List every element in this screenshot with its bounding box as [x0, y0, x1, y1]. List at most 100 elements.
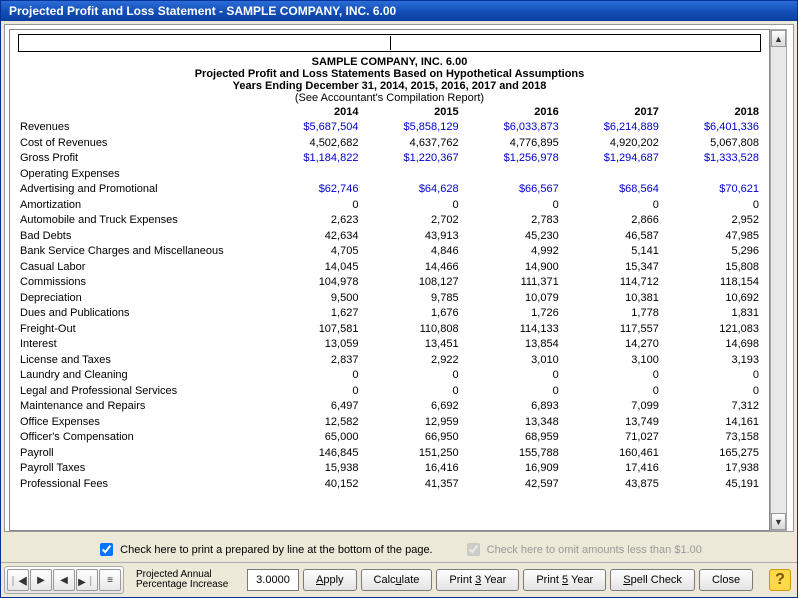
- nav-list-button[interactable]: ≡: [99, 569, 121, 591]
- record-nav-group: ｜◀ ▶ ◀ ▶｜ ≡: [4, 566, 124, 594]
- row-value: 4,776,895: [465, 135, 565, 151]
- omit-small-input: [467, 543, 480, 556]
- row-value: $1,184,822: [264, 151, 364, 167]
- apply-button[interactable]: Apply: [303, 569, 357, 591]
- row-label: Laundry and Cleaning: [14, 368, 264, 384]
- row-value: 14,466: [364, 259, 464, 275]
- prepared-by-input[interactable]: [100, 543, 113, 556]
- nav-first-button[interactable]: ｜◀: [7, 569, 29, 591]
- row-label: License and Taxes: [14, 352, 264, 368]
- p5-post: Year: [568, 574, 593, 586]
- omit-small-label: Check here to omit amounts less than $1.…: [487, 544, 702, 556]
- row-label: Automobile and Truck Expenses: [14, 213, 264, 229]
- calc-pre: Calc: [374, 574, 396, 586]
- pct-increase-input[interactable]: [247, 569, 299, 591]
- row-value: 65,000: [264, 430, 364, 446]
- row-value: 4,705: [264, 244, 364, 260]
- spell-rest: pell Check: [631, 574, 682, 586]
- row-label: Amortization: [14, 197, 264, 213]
- row-label: Professional Fees: [14, 476, 264, 492]
- report-header-2: Projected Profit and Loss Statements Bas…: [14, 68, 765, 80]
- scroll-up-icon[interactable]: ▲: [771, 30, 786, 47]
- row-value: 13,854: [465, 337, 565, 353]
- spell-check-button[interactable]: Spell Check: [610, 569, 695, 591]
- report-table: 2014 2015 2016 2017 2018 Revenues$5,687,…: [14, 104, 765, 492]
- row-label: Cost of Revenues: [14, 135, 264, 151]
- row-value: 10,381: [565, 290, 665, 306]
- nav-back-button[interactable]: ◀: [53, 569, 75, 591]
- report-header-4: (See Accountant's Compilation Report): [14, 92, 765, 104]
- row-value: $70,621: [665, 182, 765, 198]
- row-value: 66,950: [364, 430, 464, 446]
- nav-next-button[interactable]: ▶｜: [76, 569, 98, 591]
- row-value: 165,275: [665, 445, 765, 461]
- row-value: 121,083: [665, 321, 765, 337]
- p3-post: Year: [481, 574, 506, 586]
- table-row: Amortization00000: [14, 197, 765, 213]
- row-value: 3,193: [665, 352, 765, 368]
- row-value: 2,952: [665, 213, 765, 229]
- row-label: Commissions: [14, 275, 264, 291]
- calc-post: late: [402, 574, 420, 586]
- omit-small-checkbox: Check here to omit amounts less than $1.…: [463, 540, 702, 559]
- bottom-toolbar: ｜◀ ▶ ◀ ▶｜ ≡ Projected Annual Percentage …: [1, 562, 797, 597]
- row-value: 155,788: [465, 445, 565, 461]
- table-row: Professional Fees40,15241,35742,59743,87…: [14, 476, 765, 492]
- row-value: $5,858,129: [364, 120, 464, 136]
- row-value: $64,628: [364, 182, 464, 198]
- vertical-scrollbar[interactable]: ▲ ▼: [770, 29, 787, 531]
- table-row: Bad Debts42,63443,91345,23046,58747,985: [14, 228, 765, 244]
- row-label: Freight-Out: [14, 321, 264, 337]
- nav-prev-button[interactable]: ▶: [30, 569, 52, 591]
- row-value: 17,416: [565, 461, 665, 477]
- row-label: Dues and Publications: [14, 306, 264, 322]
- row-label: Payroll Taxes: [14, 461, 264, 477]
- row-value: 1,627: [264, 306, 364, 322]
- row-value: 0: [565, 197, 665, 213]
- row-value: [665, 166, 765, 182]
- table-row: Operating Expenses: [14, 166, 765, 182]
- row-value: 16,909: [465, 461, 565, 477]
- table-row: Office Expenses12,58212,95913,34813,7491…: [14, 414, 765, 430]
- row-value: 2,866: [565, 213, 665, 229]
- row-value: 108,127: [364, 275, 464, 291]
- row-value: 46,587: [565, 228, 665, 244]
- prepared-by-checkbox[interactable]: Check here to print a prepared by line a…: [96, 540, 432, 559]
- row-value: 15,938: [264, 461, 364, 477]
- row-value: $6,214,889: [565, 120, 665, 136]
- p5-pre: Print: [536, 574, 562, 586]
- table-row: Laundry and Cleaning00000: [14, 368, 765, 384]
- table-row: Freight-Out107,581110,808114,133117,5571…: [14, 321, 765, 337]
- row-value: 3,100: [565, 352, 665, 368]
- row-value: 104,978: [264, 275, 364, 291]
- row-label: Depreciation: [14, 290, 264, 306]
- row-value: 14,045: [264, 259, 364, 275]
- row-label: Payroll: [14, 445, 264, 461]
- row-value: 7,312: [665, 399, 765, 415]
- scroll-down-icon[interactable]: ▼: [771, 513, 786, 530]
- row-value: 118,154: [665, 275, 765, 291]
- row-label: Bank Service Charges and Miscellaneous: [14, 244, 264, 260]
- table-row: Payroll146,845151,250155,788160,461165,2…: [14, 445, 765, 461]
- print-3-year-button[interactable]: Print 3 Year: [436, 569, 519, 591]
- row-value: 3,010: [465, 352, 565, 368]
- row-value: 0: [665, 368, 765, 384]
- header-edit-field[interactable]: [18, 34, 761, 52]
- row-value: 71,027: [565, 430, 665, 446]
- row-value: 0: [665, 197, 765, 213]
- row-value: 6,692: [364, 399, 464, 415]
- row-value: $1,294,687: [565, 151, 665, 167]
- close-button[interactable]: Close: [699, 569, 753, 591]
- row-value: $1,333,528: [665, 151, 765, 167]
- row-value: 68,959: [465, 430, 565, 446]
- print-5-year-button[interactable]: Print 5 Year: [523, 569, 606, 591]
- table-row: Revenues$5,687,504$5,858,129$6,033,873$6…: [14, 120, 765, 136]
- row-value: 0: [565, 368, 665, 384]
- calculate-button[interactable]: Calculate: [361, 569, 433, 591]
- row-value: $6,401,336: [665, 120, 765, 136]
- row-value: 5,067,808: [665, 135, 765, 151]
- row-value: $66,567: [465, 182, 565, 198]
- row-value: 40,152: [264, 476, 364, 492]
- row-label: Revenues: [14, 120, 264, 136]
- help-icon[interactable]: ?: [769, 569, 791, 591]
